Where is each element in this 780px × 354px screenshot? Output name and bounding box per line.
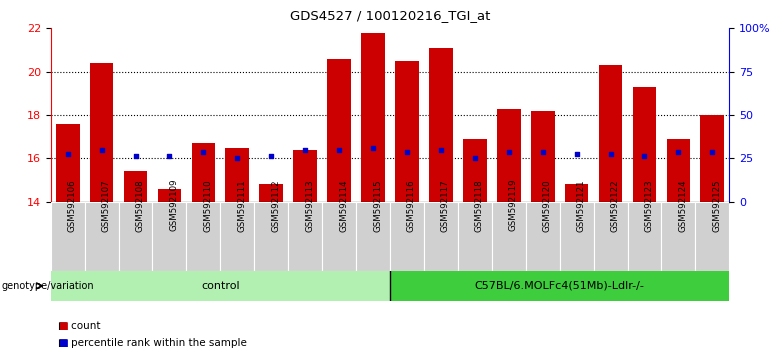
Text: GSM592113: GSM592113 bbox=[305, 179, 314, 232]
Bar bbox=[51, 271, 390, 301]
Bar bbox=[293, 150, 317, 202]
Bar bbox=[328, 59, 351, 202]
Point bbox=[129, 153, 142, 159]
Bar bbox=[559, 202, 594, 271]
Bar bbox=[565, 184, 588, 202]
Bar bbox=[700, 115, 724, 202]
Point bbox=[502, 149, 515, 155]
Bar bbox=[85, 202, 119, 271]
Text: GSM592118: GSM592118 bbox=[475, 179, 484, 232]
Bar bbox=[633, 87, 656, 202]
Bar bbox=[221, 202, 254, 271]
Bar bbox=[531, 111, 555, 202]
Point bbox=[469, 156, 481, 161]
Bar bbox=[289, 202, 322, 271]
Text: GSM592125: GSM592125 bbox=[712, 179, 722, 232]
Bar bbox=[390, 202, 424, 271]
Bar bbox=[390, 271, 729, 301]
Text: GSM592124: GSM592124 bbox=[679, 179, 687, 232]
Bar bbox=[356, 202, 390, 271]
Bar bbox=[90, 63, 113, 202]
Text: ■: ■ bbox=[58, 338, 69, 348]
Point bbox=[570, 151, 583, 157]
Point bbox=[706, 149, 718, 155]
Text: GSM592109: GSM592109 bbox=[169, 179, 179, 232]
Bar bbox=[395, 61, 419, 202]
Bar bbox=[51, 202, 84, 271]
Point bbox=[231, 156, 243, 161]
Bar bbox=[497, 109, 520, 202]
Bar bbox=[526, 202, 559, 271]
Text: GSM592120: GSM592120 bbox=[543, 179, 551, 232]
Bar bbox=[124, 171, 147, 202]
Text: C57BL/6.MOLFc4(51Mb)-Ldlr-/-: C57BL/6.MOLFc4(51Mb)-Ldlr-/- bbox=[475, 281, 644, 291]
Text: GSM592108: GSM592108 bbox=[136, 179, 144, 232]
Bar bbox=[594, 202, 627, 271]
Text: control: control bbox=[201, 281, 239, 291]
Bar bbox=[667, 139, 690, 202]
Point bbox=[95, 147, 108, 153]
Bar bbox=[429, 48, 452, 202]
Text: GDS4527 / 100120216_TGI_at: GDS4527 / 100120216_TGI_at bbox=[290, 9, 490, 22]
Bar bbox=[424, 202, 458, 271]
Text: GSM592123: GSM592123 bbox=[644, 179, 654, 232]
Bar bbox=[260, 184, 283, 202]
Bar bbox=[463, 139, 487, 202]
Point bbox=[672, 149, 685, 155]
Text: GSM592115: GSM592115 bbox=[373, 179, 382, 232]
Text: GSM592119: GSM592119 bbox=[509, 179, 518, 232]
Point bbox=[434, 147, 447, 153]
Bar bbox=[492, 202, 526, 271]
Text: genotype/variation: genotype/variation bbox=[2, 281, 94, 291]
Point bbox=[265, 153, 278, 159]
Text: GSM592110: GSM592110 bbox=[204, 179, 212, 232]
Bar bbox=[661, 202, 695, 271]
Point bbox=[604, 151, 617, 157]
Bar bbox=[192, 143, 215, 202]
Bar bbox=[119, 202, 153, 271]
Text: GSM592112: GSM592112 bbox=[271, 179, 280, 232]
Bar bbox=[56, 124, 80, 202]
Bar bbox=[186, 202, 221, 271]
Point bbox=[401, 149, 413, 155]
Text: GSM592106: GSM592106 bbox=[68, 179, 76, 232]
Bar bbox=[696, 202, 729, 271]
Text: GSM592122: GSM592122 bbox=[611, 179, 619, 232]
Bar bbox=[225, 148, 249, 202]
Text: GSM592117: GSM592117 bbox=[441, 179, 450, 232]
Point bbox=[299, 147, 311, 153]
Bar bbox=[158, 189, 181, 202]
Point bbox=[163, 153, 176, 159]
Point bbox=[333, 147, 346, 153]
Point bbox=[62, 151, 74, 157]
Bar bbox=[627, 202, 661, 271]
Text: ■: ■ bbox=[58, 321, 69, 331]
Bar bbox=[322, 202, 356, 271]
Point bbox=[638, 153, 651, 159]
Point bbox=[537, 149, 549, 155]
Point bbox=[197, 149, 210, 155]
Text: GSM592121: GSM592121 bbox=[576, 179, 586, 232]
Text: GSM592111: GSM592111 bbox=[237, 179, 246, 232]
Text: GSM592114: GSM592114 bbox=[339, 179, 348, 232]
Bar bbox=[599, 65, 622, 202]
Text: ■ percentile rank within the sample: ■ percentile rank within the sample bbox=[58, 338, 247, 348]
Bar bbox=[153, 202, 186, 271]
Text: ■ count: ■ count bbox=[58, 321, 101, 331]
Bar bbox=[361, 33, 385, 202]
Bar bbox=[458, 202, 492, 271]
Text: GSM592116: GSM592116 bbox=[407, 179, 416, 232]
Point bbox=[367, 145, 379, 150]
Bar bbox=[254, 202, 289, 271]
Text: GSM592107: GSM592107 bbox=[101, 179, 111, 232]
